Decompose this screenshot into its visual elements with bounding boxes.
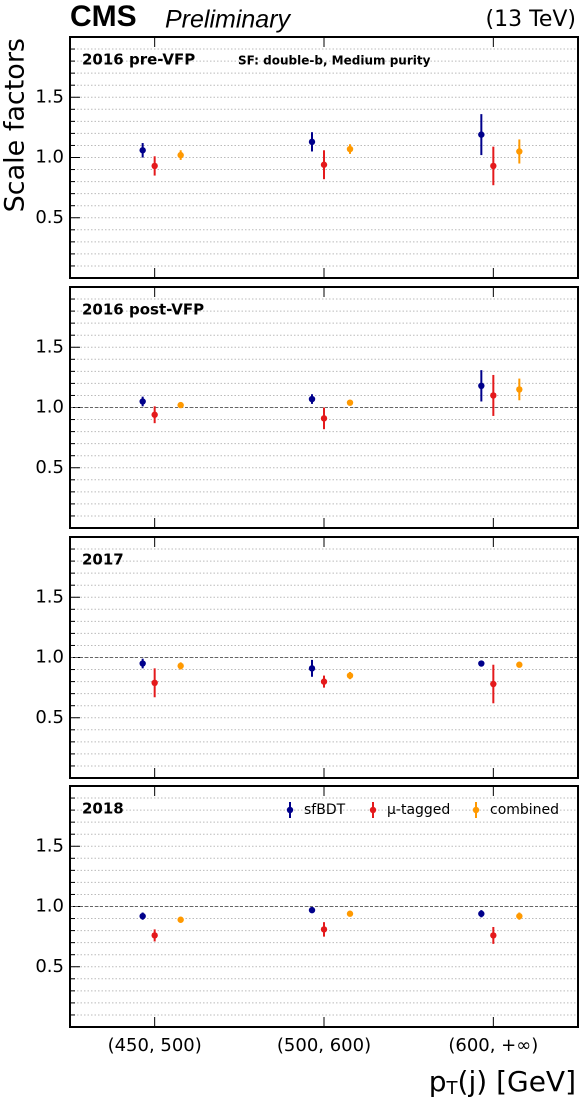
- point: [478, 660, 485, 667]
- point: [177, 151, 184, 159]
- point: [320, 926, 328, 933]
- point: [516, 386, 523, 393]
- point: [320, 678, 328, 685]
- panel-frame: [69, 536, 579, 779]
- panel-label: 2016 post-VFP: [82, 301, 204, 319]
- point: [490, 932, 497, 939]
- point: [151, 679, 158, 687]
- point: [490, 680, 497, 688]
- y-tick-label: 0.5: [35, 707, 64, 728]
- x-tick-label: (600, +∞): [448, 1035, 538, 1056]
- y-axis-label: Scale factors: [0, 38, 31, 212]
- status: Preliminary: [165, 6, 292, 34]
- point: [490, 392, 497, 399]
- point: [308, 906, 316, 914]
- x-label-rest: (j) [GeV]: [458, 1065, 576, 1098]
- x-label-sub: T: [446, 1078, 459, 1099]
- legend-label: sfBDT: [304, 802, 346, 818]
- point: [177, 662, 184, 670]
- point: [516, 912, 523, 920]
- legend-point: [472, 806, 480, 814]
- y-tick-label: 0.5: [35, 457, 64, 478]
- point: [478, 382, 485, 390]
- point: [151, 932, 158, 939]
- legend-label: μ-tagged: [387, 802, 450, 818]
- point: [478, 131, 485, 138]
- legend-point: [286, 806, 294, 814]
- y-tick-label: 1.5: [35, 86, 64, 107]
- y-tick-label: 1.0: [35, 896, 64, 917]
- y-tick-label: 1.5: [35, 586, 64, 607]
- legend-label: combined: [490, 802, 559, 818]
- y-tick-label: 1.0: [35, 147, 64, 168]
- x-tick-label: (500, 600): [277, 1035, 371, 1056]
- point: [490, 162, 497, 170]
- panel-frame: [69, 785, 579, 1028]
- point: [308, 138, 316, 146]
- y-tick-label: 1.0: [35, 397, 64, 418]
- point: [320, 415, 328, 422]
- y-tick-label: 0.5: [35, 207, 64, 228]
- point: [346, 145, 354, 153]
- experiment: CMS: [70, 0, 137, 33]
- point: [151, 162, 158, 170]
- x-tick-label: (450, 500): [108, 1035, 202, 1056]
- point: [346, 399, 354, 406]
- point: [308, 395, 316, 403]
- panel-label: 2016 pre-VFP: [82, 51, 195, 69]
- x-axis-label: pT(j) [GeV]: [429, 1065, 576, 1099]
- legend-point: [369, 806, 377, 814]
- point: [346, 910, 354, 917]
- point: [139, 660, 146, 667]
- panel-frame: [69, 36, 579, 279]
- point: [308, 665, 316, 672]
- y-tick-label: 1.0: [35, 647, 64, 668]
- y-tick-label: 1.5: [35, 336, 64, 357]
- point: [139, 398, 146, 405]
- energy: (13 TeV): [486, 7, 576, 32]
- y-tick-label: 0.5: [35, 956, 64, 977]
- y-tick-label: 1.5: [35, 835, 64, 856]
- point: [478, 910, 485, 917]
- point: [139, 912, 146, 920]
- point: [177, 401, 184, 409]
- panel-label: 2018: [82, 800, 124, 818]
- point: [516, 148, 523, 155]
- point: [177, 916, 184, 923]
- point: [516, 661, 523, 668]
- panel-frame: [69, 286, 579, 529]
- point: [139, 147, 146, 154]
- point: [151, 411, 158, 418]
- panel-label: 2017: [82, 551, 124, 569]
- annotation: SF: double-b, Medium purity: [238, 54, 431, 68]
- x-label-base: p: [429, 1065, 447, 1098]
- point: [346, 672, 354, 679]
- point: [320, 161, 328, 168]
